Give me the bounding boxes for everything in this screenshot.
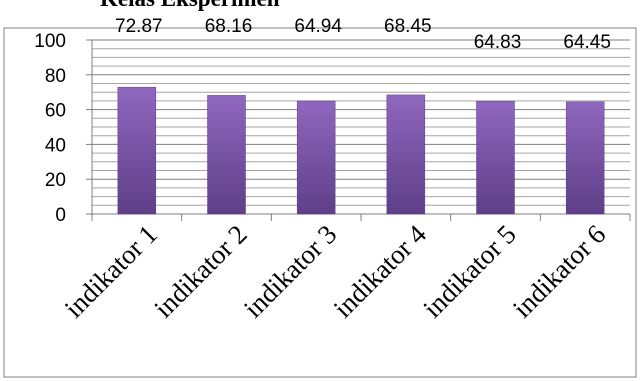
gridlines: [92, 39, 630, 215]
data-label-1: 72.87: [115, 16, 163, 37]
y-tick-label: 100: [34, 31, 66, 52]
data-labels: 72.87 68.16 64.94 68.45 64.83 64.45: [115, 16, 611, 53]
data-label-6: 64.45: [563, 32, 611, 53]
data-label-3: 64.94: [294, 16, 342, 37]
data-label-5: 64.83: [474, 32, 522, 53]
bar-3: [296, 100, 336, 215]
category-label-3: indikator 3: [238, 219, 342, 323]
bar-4: [386, 94, 426, 215]
data-label-2: 68.16: [205, 16, 253, 37]
bar-6: [565, 101, 605, 215]
bar-1: [117, 86, 157, 215]
category-label-1: indikator 1: [59, 219, 163, 323]
bar-2: [207, 95, 246, 215]
y-tick-label: 60: [45, 101, 66, 122]
y-tick-label: 0: [55, 205, 66, 226]
y-tick-label: 80: [45, 66, 66, 87]
y-tick-label: 20: [45, 170, 66, 191]
category-label-6: indikator 6: [507, 219, 611, 323]
chart-title: Kelas Eksperimen: [100, 0, 280, 12]
category-label-5: indikator 5: [417, 219, 521, 323]
chart-frame: [3, 27, 637, 378]
bars: [117, 86, 605, 215]
bar-5: [476, 100, 515, 215]
data-label-4: 68.45: [384, 16, 432, 37]
category-label-2: indikator 2: [148, 219, 252, 323]
axes: 0 20 40 60 80 100: [34, 31, 631, 226]
y-tick-label: 40: [45, 135, 66, 156]
category-label-4: indikator 4: [328, 219, 433, 324]
